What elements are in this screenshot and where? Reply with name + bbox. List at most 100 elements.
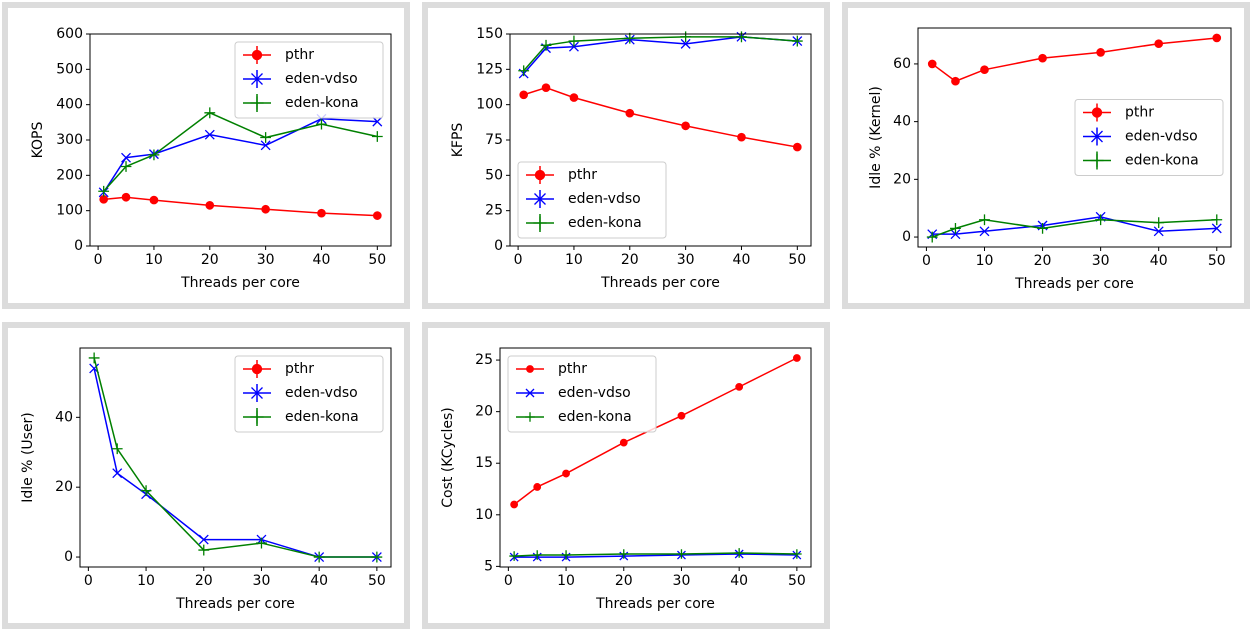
marker	[791, 35, 803, 47]
marker	[624, 32, 636, 44]
marker	[204, 129, 215, 140]
series-line	[523, 86, 798, 148]
y-axis-label: KOPS	[30, 122, 46, 159]
legend-label: eden-vdso	[285, 385, 358, 401]
plot-frame	[79, 347, 392, 568]
marker	[525, 388, 535, 398]
x-tick-label: 10	[137, 573, 155, 589]
marker	[951, 76, 960, 86]
x-tick-label: 0	[84, 573, 93, 589]
legend-box	[1074, 99, 1224, 176]
legend-label: pthr	[558, 361, 587, 377]
marker	[519, 90, 529, 100]
marker	[562, 469, 570, 478]
panel-border	[842, 2, 1250, 309]
marker	[313, 551, 325, 563]
marker	[148, 149, 160, 161]
marker	[677, 411, 686, 420]
plot-frame	[509, 33, 812, 247]
y-tick-label: 300	[56, 132, 83, 148]
y-tick-label: 15	[475, 455, 493, 471]
legend-label: eden-vdso	[285, 71, 358, 87]
series-line	[103, 118, 378, 193]
marker	[680, 31, 692, 43]
y-tick-label: 25	[485, 203, 503, 219]
marker	[561, 550, 571, 560]
marker	[979, 214, 990, 226]
x-tick-label: 10	[976, 253, 994, 269]
legend: pthr eden-vdso eden-kona	[234, 41, 384, 119]
marker	[680, 38, 691, 49]
x-tick-label: 40	[313, 252, 331, 268]
marker	[1091, 130, 1103, 143]
y-axis-label: Idle % (Kernel)	[868, 86, 884, 189]
y-tick-label: 150	[476, 26, 503, 42]
legend-label: pthr	[285, 47, 314, 63]
y-tick-label: 10	[475, 507, 493, 523]
marker	[926, 231, 938, 243]
chart-panel: 0 10 20 30 40 50 0 20 40 60 Threads per core Idle %…	[842, 2, 1250, 309]
marker	[534, 193, 546, 205]
legend-box	[234, 355, 384, 433]
marker	[525, 412, 535, 422]
marker	[534, 169, 546, 181]
legend-label: pthr	[1125, 105, 1154, 121]
marker	[792, 354, 801, 362]
marker	[121, 192, 131, 202]
marker	[251, 387, 263, 399]
y-tick-label: 100	[476, 97, 503, 113]
plot-frame	[89, 33, 392, 247]
legend: pthr eden-vdso eden-kona	[517, 161, 667, 239]
marker	[88, 352, 100, 364]
x-tick-label: 0	[94, 252, 103, 268]
marker	[1095, 214, 1107, 226]
marker	[735, 382, 744, 391]
marker	[927, 59, 937, 69]
x-tick-label: 30	[253, 573, 271, 589]
marker	[1091, 107, 1103, 118]
marker	[198, 534, 209, 545]
y-tick-label: 40	[55, 409, 73, 425]
series-line	[931, 218, 1217, 238]
marker	[1153, 217, 1165, 229]
marker	[541, 83, 551, 93]
x-tick-label: 50	[788, 573, 806, 589]
legend: pthr eden-vdso eden-kona	[1074, 99, 1224, 176]
series-line	[103, 196, 378, 217]
marker	[979, 226, 990, 237]
x-tick-label: 20	[195, 573, 213, 589]
legend-label: eden-kona	[1125, 153, 1199, 169]
marker	[532, 550, 543, 560]
marker	[980, 65, 989, 75]
legend-box	[507, 355, 657, 433]
chart-panel: 0 10 20 30 40 50 5 10 15 20 25 Threads per core Cost…	[422, 322, 830, 629]
marker	[251, 49, 263, 61]
x-tick-label: 50	[368, 573, 386, 589]
marker	[540, 39, 552, 51]
marker	[568, 41, 579, 52]
marker	[625, 108, 635, 118]
marker	[1038, 53, 1047, 63]
panel-border	[2, 322, 410, 629]
y-tick-label: 0	[494, 238, 503, 254]
marker	[316, 118, 327, 130]
marker	[251, 73, 263, 85]
marker	[1037, 222, 1048, 234]
plot-frame	[499, 347, 812, 568]
x-tick-label: 0	[504, 573, 513, 589]
y-tick-label: 400	[56, 97, 83, 113]
chart-panel: 0 10 20 30 40 50 0 25 50 75 100 125 150 Threads per c…	[422, 2, 830, 309]
marker	[205, 201, 215, 210]
marker	[250, 410, 264, 424]
x-axis-label: Threads per core	[595, 596, 715, 612]
marker	[737, 132, 746, 142]
panel-border	[2, 2, 410, 309]
y-tick-label: 25	[475, 352, 493, 368]
marker	[950, 229, 961, 240]
y-axis-label: Cost (KCycles)	[440, 407, 456, 507]
x-tick-label: 10	[145, 252, 163, 268]
marker	[198, 544, 210, 556]
x-tick-label: 0	[514, 252, 523, 268]
x-tick-label: 40	[733, 252, 751, 268]
